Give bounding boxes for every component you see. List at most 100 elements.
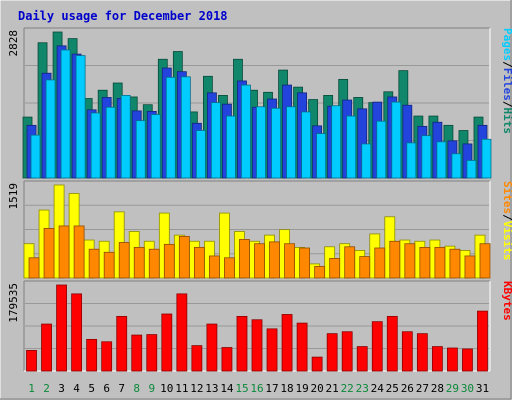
x-tick-label-day-7: 7 bbox=[118, 382, 125, 395]
legend-item-pages: Pages bbox=[501, 28, 512, 61]
x-tick-label-day-20: 20 bbox=[311, 382, 324, 395]
bar-sites-day-2 bbox=[43, 228, 55, 279]
legend-separator: / bbox=[501, 101, 512, 108]
x-tick-label-day-27: 27 bbox=[416, 382, 429, 395]
bar-kbytes-day-3 bbox=[56, 284, 67, 372]
bar-kbytes-day-30 bbox=[462, 348, 473, 372]
x-tick-label-day-2: 2 bbox=[43, 382, 50, 395]
bar-kbytes-day-4 bbox=[71, 293, 83, 372]
bar-pages-day-3 bbox=[60, 49, 71, 179]
bar-pages-day-24 bbox=[376, 120, 387, 179]
bar-pages-day-19 bbox=[301, 111, 312, 179]
x-tick-label-day-12: 12 bbox=[190, 382, 203, 395]
panel-visits-legend: Sites/Visits bbox=[501, 181, 512, 261]
bar-sites-day-30 bbox=[464, 255, 476, 279]
bar-sites-day-24 bbox=[374, 247, 386, 279]
bar-pages-day-9 bbox=[150, 114, 161, 179]
bar-pages-day-29 bbox=[451, 153, 462, 179]
bar-pages-day-15 bbox=[241, 84, 251, 179]
bar-pages-day-18 bbox=[286, 106, 296, 179]
x-tick-label-day-15: 15 bbox=[235, 382, 248, 395]
series-pages bbox=[30, 49, 492, 179]
bar-kbytes-day-27 bbox=[416, 333, 428, 372]
bar-kbytes-day-6 bbox=[101, 341, 113, 372]
bar-pages-day-7 bbox=[120, 95, 131, 179]
bar-sites-day-25 bbox=[389, 240, 401, 279]
bar-sites-day-11 bbox=[178, 235, 190, 279]
x-tick-label-day-4: 4 bbox=[73, 382, 80, 395]
bar-sites-day-8 bbox=[133, 246, 145, 279]
bar-sites-day-17 bbox=[269, 241, 280, 279]
panel-hits-legend: Pages/Files/Hits bbox=[501, 28, 512, 134]
series-kbytes bbox=[26, 284, 488, 372]
bar-sites-day-18 bbox=[284, 243, 295, 279]
bar-sites-day-10 bbox=[163, 243, 175, 279]
bar-kbytes-day-28 bbox=[431, 346, 443, 372]
bar-sites-day-31 bbox=[479, 243, 491, 279]
panel-visits: 1519 Sites/Visits bbox=[7, 180, 512, 279]
chart-title: Daily usage for December 2018 bbox=[18, 9, 228, 23]
bar-sites-day-15 bbox=[239, 239, 250, 279]
bar-kbytes-day-5 bbox=[86, 338, 98, 372]
bar-pages-day-16 bbox=[256, 106, 266, 179]
bar-kbytes-day-20 bbox=[311, 356, 323, 372]
x-tick-label-day-9: 9 bbox=[148, 382, 155, 395]
bar-kbytes-day-31 bbox=[477, 310, 488, 372]
panel-visits-legend-text: Sites/Visits bbox=[501, 181, 512, 261]
bar-kbytes-day-16 bbox=[251, 319, 263, 372]
bar-sites-day-29 bbox=[449, 248, 461, 279]
panel-visits-ymax-label: 1519 bbox=[7, 183, 20, 210]
bar-pages-day-27 bbox=[421, 135, 432, 179]
bar-pages-day-4 bbox=[75, 55, 86, 179]
bar-pages-day-11 bbox=[180, 76, 191, 179]
x-tick-label-day-25: 25 bbox=[386, 382, 399, 395]
x-tick-label-day-6: 6 bbox=[103, 382, 110, 395]
bar-kbytes-day-13 bbox=[206, 323, 218, 372]
x-tick-label-day-5: 5 bbox=[88, 382, 95, 395]
bar-sites-day-1 bbox=[28, 257, 40, 279]
bar-pages-day-23 bbox=[361, 143, 372, 179]
panel-kbytes-legend: KBytes bbox=[501, 281, 512, 321]
bar-kbytes-day-21 bbox=[326, 333, 338, 372]
bar-pages-day-10 bbox=[165, 76, 176, 179]
bar-pages-day-25 bbox=[391, 101, 402, 179]
x-tick-label-day-24: 24 bbox=[371, 382, 385, 395]
bar-sites-day-20 bbox=[314, 265, 326, 279]
bar-pages-day-5 bbox=[90, 112, 101, 179]
bar-pages-day-26 bbox=[406, 142, 417, 179]
bar-kbytes-day-18 bbox=[281, 314, 293, 372]
bar-pages-day-13 bbox=[210, 102, 221, 179]
bar-kbytes-day-19 bbox=[296, 322, 308, 372]
bar-pages-day-2 bbox=[45, 79, 56, 179]
bar-sites-day-26 bbox=[404, 243, 416, 279]
x-tick-label-day-1: 1 bbox=[28, 382, 35, 395]
legend-separator: / bbox=[501, 214, 512, 221]
x-tick-label-day-13: 13 bbox=[205, 382, 218, 395]
bar-sites-day-4 bbox=[73, 225, 85, 279]
bar-pages-day-6 bbox=[105, 106, 116, 179]
bar-pages-day-8 bbox=[135, 120, 146, 179]
bar-pages-day-17 bbox=[271, 107, 281, 179]
x-tick-label-day-19: 19 bbox=[295, 382, 308, 395]
bar-pages-day-28 bbox=[436, 141, 447, 179]
bar-kbytes-day-24 bbox=[371, 321, 383, 372]
bar-kbytes-day-12 bbox=[191, 345, 203, 372]
legend-separator: / bbox=[501, 61, 512, 68]
bar-sites-day-12 bbox=[193, 246, 205, 279]
legend-item-files: Files bbox=[501, 68, 512, 101]
bar-sites-day-19 bbox=[299, 247, 311, 279]
panel-kbytes-legend-text: KBytes bbox=[501, 281, 512, 321]
bar-kbytes-day-29 bbox=[447, 347, 458, 372]
bar-sites-day-9 bbox=[148, 248, 160, 279]
x-tick-label-day-30: 30 bbox=[461, 382, 474, 395]
legend-item-visits: Visits bbox=[501, 221, 512, 261]
bar-pages-day-30 bbox=[466, 160, 477, 179]
bar-kbytes-day-11 bbox=[176, 293, 188, 372]
x-tick-label-day-11: 11 bbox=[175, 382, 188, 395]
panel-hits-legend-text: Pages/Files/Hits bbox=[501, 28, 512, 134]
bar-kbytes-day-7 bbox=[116, 315, 128, 372]
bar-pages-day-1 bbox=[30, 134, 41, 179]
bar-pages-day-20 bbox=[316, 133, 327, 179]
bar-sites-day-6 bbox=[103, 251, 115, 279]
